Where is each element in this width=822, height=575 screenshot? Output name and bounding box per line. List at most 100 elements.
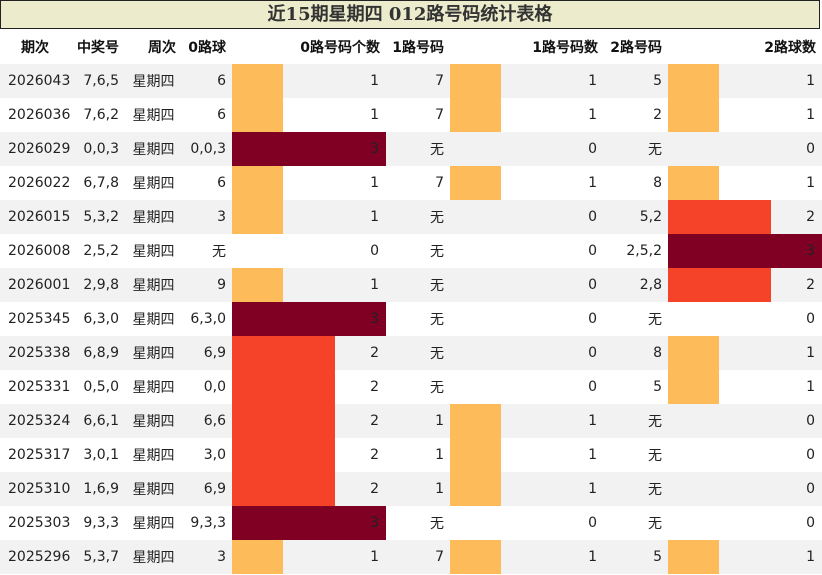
count-bar xyxy=(668,370,719,404)
road1-count-cell: 1 xyxy=(450,438,604,472)
count-bar xyxy=(232,64,283,98)
road0-cell: 6,9 xyxy=(182,336,232,370)
issue-cell: 2025338 xyxy=(0,336,70,370)
road1-cell: 7 xyxy=(386,540,450,574)
table-row: 2025324 6,6,1 星期四 6,6 2 1 1 无 0 xyxy=(0,404,822,438)
count-bar xyxy=(450,438,501,472)
count-bar xyxy=(668,166,719,200)
col-header-road2-count: 2路球数 xyxy=(764,40,816,56)
numbers-cell: 0,0,3 xyxy=(70,132,125,166)
weekday-cell: 星期四 xyxy=(125,540,182,574)
count-bar xyxy=(232,472,335,506)
weekday-cell: 星期四 xyxy=(125,438,182,472)
road2-count-cell: 1 xyxy=(668,98,822,132)
road2-cell: 无 xyxy=(604,302,668,336)
numbers-cell: 6,3,0 xyxy=(70,302,125,336)
road2-count-cell: 1 xyxy=(668,540,822,574)
count-value: 1 xyxy=(588,73,597,89)
count-bar xyxy=(232,370,335,404)
road0-cell: 6,9 xyxy=(182,472,232,506)
count-value: 1 xyxy=(588,107,597,123)
table-row: 2026043 7,6,5 星期四 6 1 7 1 5 1 xyxy=(0,64,822,98)
numbers-cell: 2,9,8 xyxy=(70,268,125,302)
road2-cell: 无 xyxy=(604,132,668,166)
road0-count-cell: 1 xyxy=(232,540,386,574)
road1-cell: 无 xyxy=(386,132,450,166)
count-bar xyxy=(450,472,501,506)
col-header-road2: 2路号码 xyxy=(610,40,662,56)
table-row: 2026015 5,3,2 星期四 3 1 无 0 5,2 2 xyxy=(0,200,822,234)
issue-cell: 2026036 xyxy=(0,98,70,132)
count-value: 1 xyxy=(370,107,379,123)
road1-cell: 无 xyxy=(386,200,450,234)
count-bar xyxy=(232,200,283,234)
count-value: 2 xyxy=(370,413,379,429)
road0-count-cell: 3 xyxy=(232,302,386,336)
road2-cell: 5 xyxy=(604,370,668,404)
table-row: 2026001 2,9,8 星期四 9 1 无 0 2,8 2 xyxy=(0,268,822,302)
road1-count-cell: 1 xyxy=(450,64,604,98)
numbers-cell: 0,5,0 xyxy=(70,370,125,404)
weekday-cell: 星期四 xyxy=(125,268,182,302)
count-value: 0 xyxy=(588,379,597,395)
count-bar xyxy=(668,268,771,302)
road1-cell: 7 xyxy=(386,166,450,200)
count-value: 1 xyxy=(588,413,597,429)
road2-count-cell: 1 xyxy=(668,64,822,98)
table-row: 2025303 9,3,3 星期四 9,3,3 3 无 0 无 0 xyxy=(0,506,822,540)
road1-cell: 7 xyxy=(386,98,450,132)
issue-cell: 2025296 xyxy=(0,540,70,574)
road2-count-cell: 2 xyxy=(668,200,822,234)
table-row: 2025338 6,8,9 星期四 6,9 2 无 0 8 1 xyxy=(0,336,822,370)
issue-cell: 2025324 xyxy=(0,404,70,438)
count-value: 0 xyxy=(806,447,815,463)
numbers-cell: 1,6,9 xyxy=(70,472,125,506)
col-header-numbers: 中奖号 xyxy=(77,40,119,56)
count-bar xyxy=(232,166,283,200)
numbers-cell: 2,5,2 xyxy=(70,234,125,268)
road1-cell: 1 xyxy=(386,404,450,438)
count-value: 1 xyxy=(588,447,597,463)
count-value: 1 xyxy=(588,175,597,191)
road1-count-cell: 0 xyxy=(450,132,604,166)
numbers-cell: 6,7,8 xyxy=(70,166,125,200)
weekday-cell: 星期四 xyxy=(125,98,182,132)
numbers-cell: 3,0,1 xyxy=(70,438,125,472)
weekday-cell: 星期四 xyxy=(125,404,182,438)
issue-cell: 2025345 xyxy=(0,302,70,336)
table-row: 2025310 1,6,9 星期四 6,9 2 1 1 无 0 xyxy=(0,472,822,506)
road1-count-cell: 0 xyxy=(450,336,604,370)
road2-count-cell: 3 xyxy=(668,234,822,268)
road1-cell: 无 xyxy=(386,506,450,540)
count-value: 2 xyxy=(370,345,379,361)
issue-cell: 2025317 xyxy=(0,438,70,472)
count-bar xyxy=(232,438,335,472)
road0-count-cell: 1 xyxy=(232,166,386,200)
road2-cell: 无 xyxy=(604,506,668,540)
table-row: 2025317 3,0,1 星期四 3,0 2 1 1 无 0 xyxy=(0,438,822,472)
weekday-cell: 星期四 xyxy=(125,506,182,540)
road2-cell: 5 xyxy=(604,540,668,574)
count-bar xyxy=(450,404,501,438)
table-body: 2026043 7,6,5 星期四 6 1 7 1 5 1 2026036 7,6,2 星期四 6 1 7 1… xyxy=(0,64,822,574)
count-value: 0 xyxy=(588,209,597,225)
road0-cell: 6,3,0 xyxy=(182,302,232,336)
road2-cell: 8 xyxy=(604,166,668,200)
count-value: 0 xyxy=(806,413,815,429)
count-value: 1 xyxy=(370,209,379,225)
road2-count-cell: 0 xyxy=(668,472,822,506)
road1-count-cell: 0 xyxy=(450,268,604,302)
count-value: 2 xyxy=(370,379,379,395)
weekday-cell: 星期四 xyxy=(125,166,182,200)
road2-cell: 无 xyxy=(604,472,668,506)
road2-count-cell: 0 xyxy=(668,132,822,166)
road2-count-cell: 1 xyxy=(668,166,822,200)
road0-count-cell: 3 xyxy=(232,506,386,540)
count-value: 1 xyxy=(806,175,815,191)
count-value: 2 xyxy=(370,447,379,463)
table-row: 2026036 7,6,2 星期四 6 1 7 1 2 1 xyxy=(0,98,822,132)
road1-count-cell: 0 xyxy=(450,370,604,404)
count-value: 1 xyxy=(588,549,597,565)
count-value: 1 xyxy=(370,277,379,293)
road0-cell: 无 xyxy=(182,234,232,268)
